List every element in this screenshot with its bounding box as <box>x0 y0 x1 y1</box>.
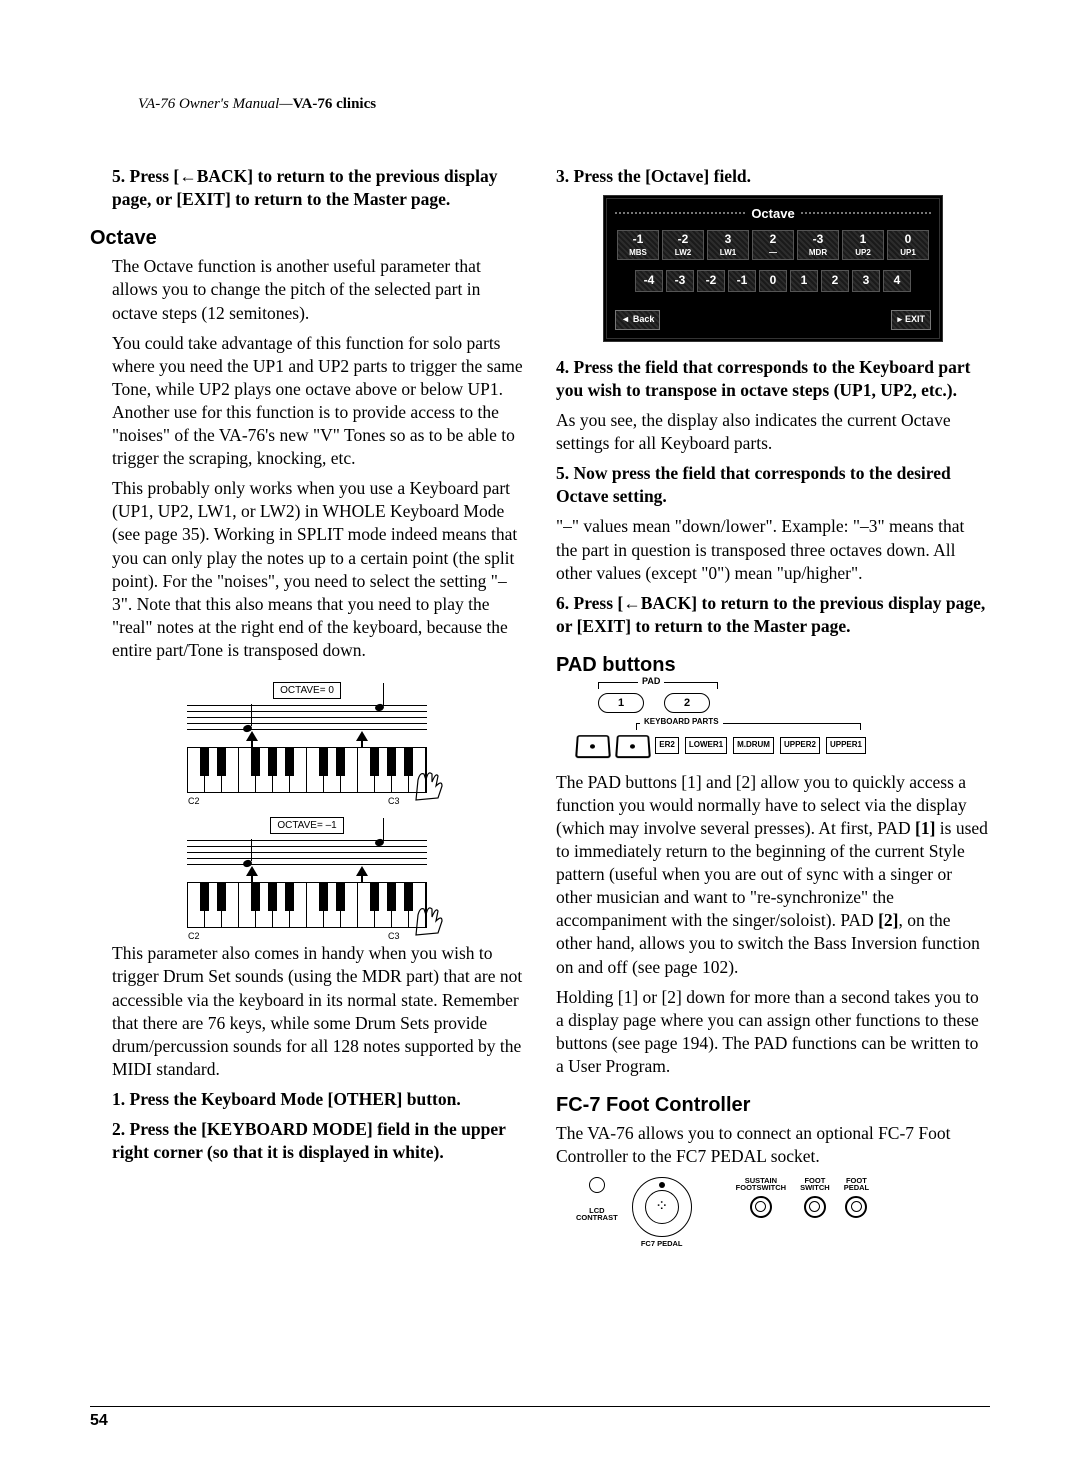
hand-icon <box>406 897 446 937</box>
lcd-octave-value: -2 <box>697 270 725 292</box>
lcd-parts-row: -1MBS-2LW23LW12—-3MDR1UP20UP1 <box>615 230 931 260</box>
octave-label-0: OCTAVE= 0 <box>273 682 341 699</box>
lcd-octave-value: -3 <box>666 270 694 292</box>
lcd-octave-value: -4 <box>635 270 663 292</box>
hand-icon <box>406 762 446 802</box>
step-3: 3. Press the [Octave] field. <box>556 165 990 188</box>
pad-button-1: 1 <box>598 693 644 713</box>
footpedal-label: FOOTPEDAL <box>844 1177 869 1193</box>
pad-button-2: 2 <box>664 693 710 713</box>
keyboard-parts-row: ER2 LOWER1 M.DRUM UPPER2 UPPER1 <box>576 733 866 759</box>
lcd-footer: ◄Back ▸EXIT <box>615 310 931 330</box>
page: VA-76 Owner's Manual—VA-76 clinics 5. Pr… <box>0 0 1080 1479</box>
lcd-octave-value: 1 <box>790 270 818 292</box>
music-staff-0 <box>187 701 427 731</box>
lcd-part-cell: 1UP2 <box>842 230 884 260</box>
lcd-part-cell: 3LW1 <box>707 230 749 260</box>
part-label: LOWER1 <box>685 737 727 754</box>
left-column: 5. Press [←BACK] to return to the previo… <box>90 165 524 1247</box>
lcd-contrast-label: LCDCONTRAST <box>576 1207 618 1222</box>
pad-heading: PAD buttons <box>556 652 990 678</box>
lcd-part-cell: -2LW2 <box>662 230 704 260</box>
piano-keyboard-1: C2 C3 <box>187 882 427 928</box>
arrow-up-icon <box>246 866 258 876</box>
arrow-up-icon <box>246 731 258 741</box>
footpedal-jack: FOOTPEDAL <box>844 1177 869 1218</box>
sustain-jack: SUSTAINFOOTSWITCH <box>736 1177 786 1218</box>
pad-para-1: The PAD buttons [1] and [2] allow you to… <box>556 771 990 979</box>
fc7-para-1: The VA-76 allows you to connect an optio… <box>556 1122 990 1168</box>
footswitch-jack: FOOTSWITCH <box>800 1177 830 1218</box>
step-5-para: "–" values mean "down/lower". Example: "… <box>556 515 990 584</box>
lcd-title-row: Octave <box>615 205 931 222</box>
lcd-part-cell: -3MDR <box>797 230 839 260</box>
step-6: 6. Press [←BACK] to return to the previo… <box>556 592 990 638</box>
fc7-connector-diagram: LCDCONTRAST ⁘ FC7 PEDAL SUSTAINFOOTSWITC… <box>576 1177 990 1248</box>
music-staff-1 <box>187 836 427 866</box>
hardware-button-icon <box>615 735 650 758</box>
footer-rule <box>90 1406 990 1407</box>
lcd-octave-value: 2 <box>821 270 849 292</box>
arrow-row-0 <box>197 731 417 741</box>
fc7-pedal-socket: ⁘ FC7 PEDAL <box>632 1177 692 1248</box>
manual-title: VA-76 Owner's Manual— <box>138 96 293 112</box>
lcd-part-cell: 0UP1 <box>887 230 929 260</box>
fc7-pedal-label: FC7 PEDAL <box>632 1240 692 1248</box>
section-title: VA-76 clinics <box>293 96 376 112</box>
running-header: VA-76 Owner's Manual—VA-76 clinics <box>138 95 990 115</box>
lcd-exit-button: ▸EXIT <box>891 310 931 330</box>
octave-para-4: This parameter also comes in handy when … <box>112 942 524 1081</box>
fc7-heading: FC-7 Foot Controller <box>556 1092 990 1118</box>
pad-button-row: 1 2 <box>598 693 866 713</box>
step-1: 1. Press the Keyboard Mode [OTHER] butto… <box>112 1088 524 1111</box>
part-label: UPPER1 <box>826 737 866 754</box>
hardware-button-icon <box>575 735 610 758</box>
step-5: 5. Now press the field that corresponds … <box>556 462 990 508</box>
lcd-octave-value: 4 <box>883 270 911 292</box>
c3-label: C3 <box>388 796 400 808</box>
lcd-part-cell: -1MBS <box>617 230 659 260</box>
arrow-up-icon <box>356 731 368 741</box>
piano-keyboard-0: C2 C3 <box>187 747 427 793</box>
c3-label: C3 <box>388 931 400 943</box>
part-label: M.DRUM <box>733 737 774 754</box>
arrow-up-icon <box>356 866 368 876</box>
octave-lcd-screenshot: Octave -1MBS-2LW23LW12—-3MDR1UP20UP1 -4-… <box>603 195 943 342</box>
octave-keyboard-diagram: OCTAVE= 0 <box>177 682 437 928</box>
lcd-octave-value: 3 <box>852 270 880 292</box>
footswitch-label: FOOTSWITCH <box>800 1177 830 1193</box>
pad-bracket-label: PAD <box>598 682 718 695</box>
two-column-layout: 5. Press [←BACK] to return to the previo… <box>90 165 990 1247</box>
keyboard-parts-bracket: KEYBOARD PARTS <box>636 723 861 735</box>
lcd-part-cell: 2— <box>752 230 794 260</box>
page-number: 54 <box>90 1410 108 1431</box>
c2-label: C2 <box>188 931 200 943</box>
pad-buttons-diagram: PAD 1 2 KEYBOARD PARTS ER2 LOWER1 M.DRUM… <box>576 682 866 758</box>
sustain-label: SUSTAINFOOTSWITCH <box>736 1177 786 1193</box>
step-5-back: 5. Press [←BACK] to return to the previo… <box>112 165 524 211</box>
step-4-para: As you see, the display also indicates t… <box>556 409 990 455</box>
step-2: 2. Press the [KEYBOARD MODE] field in th… <box>112 1118 524 1164</box>
din-connector-icon: ⁘ <box>645 1190 679 1224</box>
lcd-octave-value: -1 <box>728 270 756 292</box>
octave-para-2: You could take advantage of this functio… <box>112 332 524 471</box>
octave-heading: Octave <box>90 225 524 251</box>
octave-para-3: This probably only works when you use a … <box>112 477 524 662</box>
arrow-row-1 <box>197 866 417 876</box>
lcd-octave-value: 0 <box>759 270 787 292</box>
pad-para-2: Holding [1] or [2] down for more than a … <box>556 986 990 1078</box>
right-column: 3. Press the [Octave] field. Octave -1MB… <box>556 165 990 1247</box>
step-4: 4. Press the field that corresponds to t… <box>556 356 990 402</box>
lcd-contrast-knob: LCDCONTRAST <box>576 1177 618 1222</box>
part-label: ER2 <box>655 737 679 754</box>
c2-label: C2 <box>188 796 200 808</box>
part-label: UPPER2 <box>780 737 820 754</box>
lcd-title: Octave <box>751 205 794 222</box>
octave-label-1: OCTAVE= –1 <box>270 817 343 834</box>
lcd-number-row: -4-3-2-101234 <box>615 270 931 292</box>
octave-para-1: The Octave function is another useful pa… <box>112 255 524 324</box>
lcd-back-button: ◄Back <box>615 310 660 330</box>
